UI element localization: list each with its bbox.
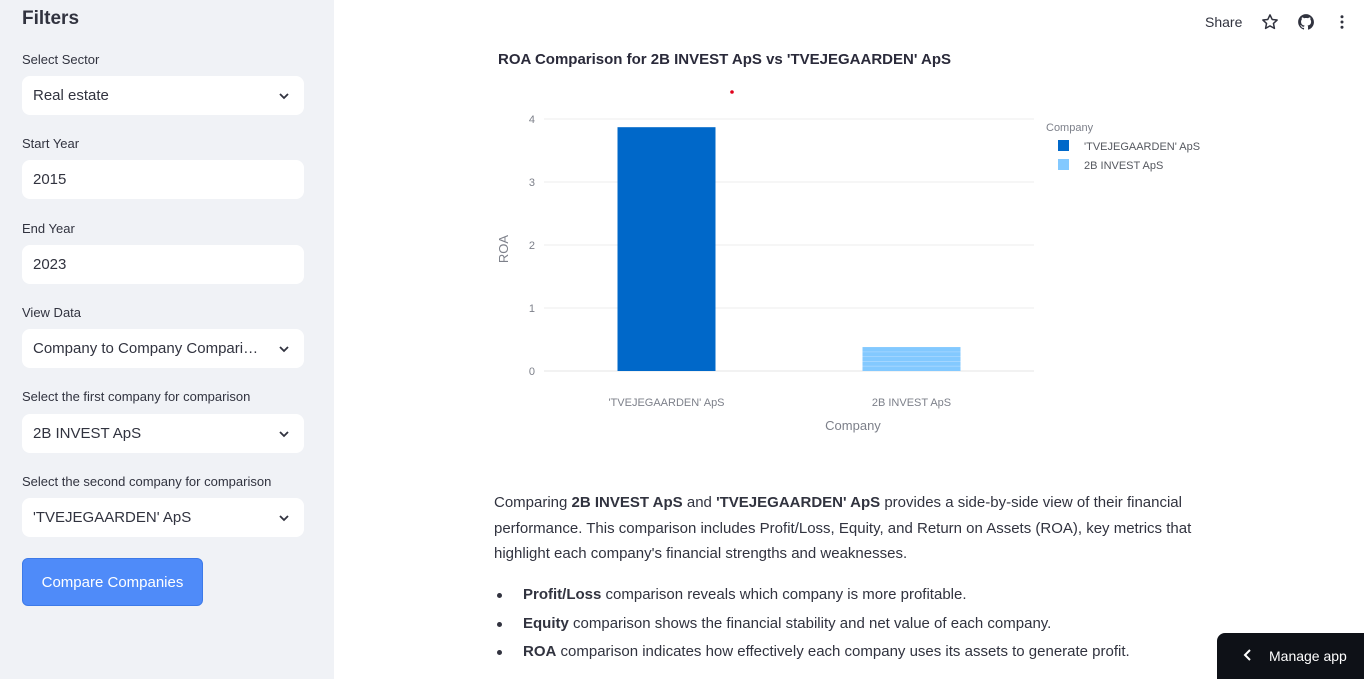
- intro-text: Comparing: [494, 494, 572, 511]
- intro-text: and: [682, 494, 717, 511]
- sidebar: Filters Select Sector Real estate Start …: [0, 0, 334, 679]
- chevron-down-icon: [279, 346, 289, 353]
- metrics-list: Profit/Loss comparison reveals which com…: [494, 583, 1194, 669]
- second-company-select[interactable]: 'TVEJEGAARDEN' ApS: [22, 498, 304, 537]
- y-tick-label: 1: [529, 303, 535, 315]
- chart-marker-dot: [730, 90, 734, 94]
- legend-swatch: [1058, 140, 1069, 151]
- end-year-value: 2023: [33, 256, 67, 273]
- star-icon[interactable]: [1261, 13, 1279, 31]
- legend-title: Company: [1046, 122, 1094, 134]
- start-year-value: 2015: [33, 171, 67, 188]
- chevron-down-icon: [279, 431, 289, 438]
- list-item: ROA comparison indicates how effectively…: [494, 640, 1194, 669]
- x-tick-label: 'TVEJEGAARDEN' ApS: [608, 397, 724, 409]
- manage-app-label: Manage app: [1269, 648, 1347, 664]
- view-data-value: Company to Company Comparison: [33, 340, 265, 357]
- bullet-term: Profit/Loss: [523, 586, 602, 603]
- legend-entry: 'TVEJEGAARDEN' ApS: [1084, 141, 1200, 153]
- first-company-value: 2B INVEST ApS: [33, 425, 142, 442]
- view-data-label: View Data: [22, 305, 82, 320]
- x-tick-label: 2B INVEST ApS: [872, 397, 951, 409]
- x-axis-label: Company: [825, 418, 881, 433]
- start-year-input[interactable]: 2015: [22, 160, 304, 199]
- list-item: Equity comparison shows the financial st…: [494, 612, 1194, 641]
- first-company-select[interactable]: 2B INVEST ApS: [22, 414, 304, 453]
- bullet-text: comparison indicates how effectively eac…: [556, 643, 1130, 660]
- bullet-text: comparison shows the financial stability…: [568, 614, 1052, 632]
- company-a-name: 2B INVEST ApS: [571, 494, 683, 511]
- github-icon[interactable]: [1297, 13, 1315, 31]
- first-company-label: Select the first company for comparison: [22, 389, 251, 404]
- company-b-name: 'TVEJEGAARDEN' ApS: [716, 494, 881, 511]
- sector-label: Select Sector: [22, 52, 100, 67]
- chevron-left-icon: [1243, 649, 1251, 661]
- y-tick-label: 2: [529, 240, 535, 252]
- sidebar-title: Filters: [22, 8, 80, 29]
- intro-text: provides a side-by-side view of their fi…: [494, 494, 1192, 562]
- legend-entry: 2B INVEST ApS: [1084, 160, 1163, 172]
- start-year-label: Start Year: [22, 136, 80, 151]
- y-tick-label: 0: [529, 366, 535, 378]
- bullet-text: comparison reveals which company is more…: [601, 586, 967, 603]
- chevron-down-icon: [279, 93, 289, 100]
- sector-select[interactable]: Real estate: [22, 76, 304, 115]
- bullet-term: ROA: [523, 643, 557, 660]
- roa-bar-chart: 0 1 2 3 4 'TVEJEGAARDEN' ApS 2B INVEST ApS Comp…: [496, 90, 1200, 433]
- view-data-select[interactable]: Company to Company Comparison: [22, 329, 304, 368]
- y-tick-label: 3: [529, 177, 535, 189]
- end-year-input[interactable]: 2023: [22, 245, 304, 284]
- chevron-down-icon: [279, 515, 289, 522]
- second-company-value: 'TVEJEGAARDEN' ApS: [33, 509, 192, 526]
- y-axis-label: ROA: [496, 235, 511, 264]
- bullet-term: Equity: [523, 614, 569, 632]
- list-item: Profit/Loss comparison reveals which com…: [494, 583, 1194, 612]
- end-year-label: End Year: [22, 221, 75, 236]
- sector-value: Real estate: [33, 87, 109, 104]
- manage-app-button[interactable]: Manage app: [1217, 633, 1364, 679]
- y-tick-label: 4: [529, 114, 535, 126]
- legend-swatch: [1058, 159, 1069, 170]
- bar: [617, 127, 716, 371]
- more-vertical-icon[interactable]: [1333, 13, 1351, 31]
- compare-companies-button[interactable]: Compare Companies: [22, 558, 203, 606]
- share-button[interactable]: Share: [1205, 14, 1243, 30]
- comparison-paragraph: Comparing 2B INVEST ApS and 'TVEJEGAARDE…: [494, 490, 1194, 567]
- chart-title: ROA Comparison for 2B INVEST ApS vs 'TVE…: [498, 51, 952, 68]
- bar: [862, 347, 961, 371]
- second-company-label: Select the second company for comparison: [22, 474, 272, 489]
